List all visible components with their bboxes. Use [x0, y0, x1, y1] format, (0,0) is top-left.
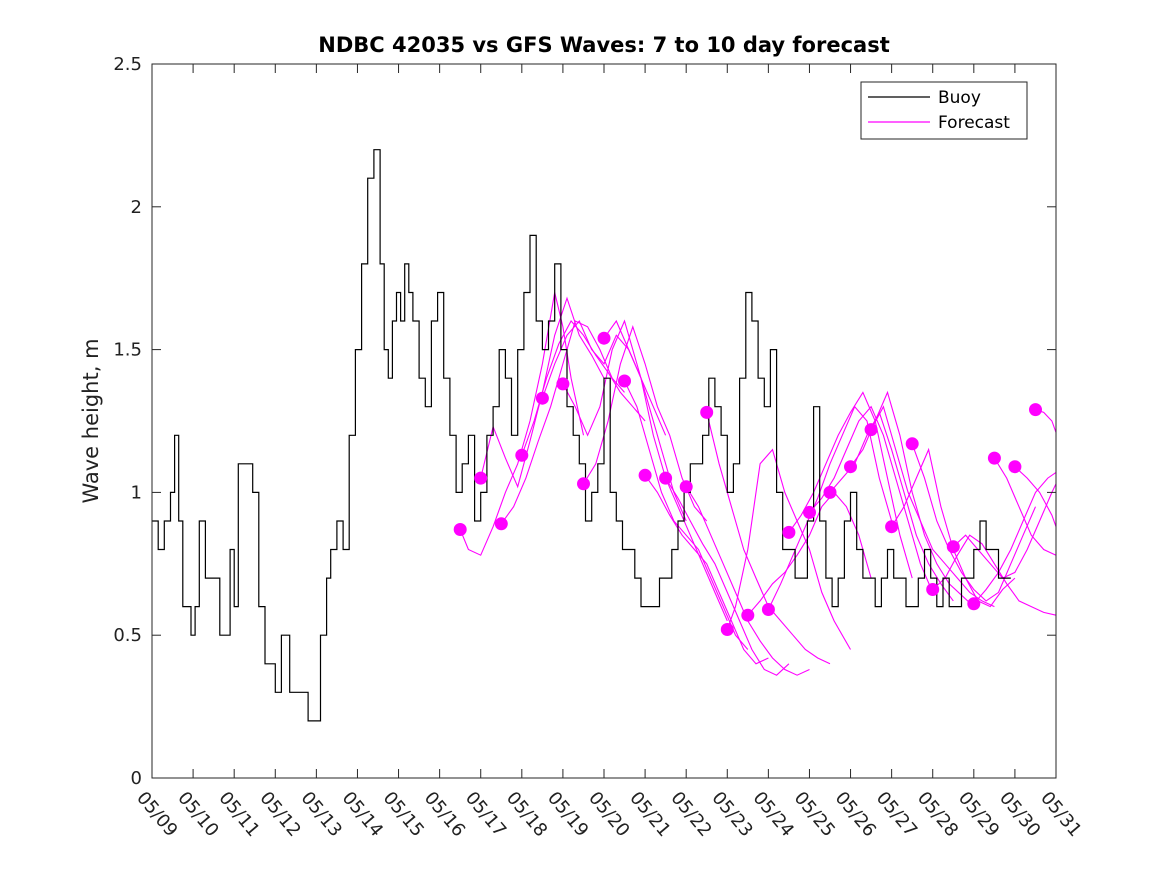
legend: Buoy Forecast	[860, 81, 1028, 140]
legend-box	[860, 81, 1028, 140]
forecast-point-3	[515, 448, 529, 462]
forecast-run-line-5	[562, 319, 687, 522]
forecast-point-16	[782, 525, 796, 539]
forecast-point-1	[474, 471, 488, 485]
forecast-point-19	[844, 460, 857, 474]
forecast-run-line-8	[624, 380, 749, 650]
forecast-point-24	[946, 540, 960, 554]
y-tick-label-2: 1	[131, 482, 142, 503]
forecast-run-line-22	[911, 443, 1037, 602]
forecast-run-line-0	[459, 292, 585, 556]
forecast-point-17	[803, 505, 816, 519]
forecast-point-27	[1008, 460, 1022, 474]
forecast-point-6	[577, 477, 590, 491]
legend-buoy-label: Buoy	[938, 88, 981, 108]
forecast-run-line-25	[973, 471, 1057, 605]
forecast-point-9	[638, 468, 652, 482]
forecast-point-8	[618, 374, 631, 388]
y-axis-label: Wave height, m	[79, 338, 103, 503]
forecast-point-23	[926, 583, 940, 596]
forecast-point-15	[761, 603, 775, 616]
forecast-point-18	[823, 485, 837, 499]
forecast-point-11	[679, 480, 693, 494]
forecast-run-line-9	[644, 474, 769, 665]
forecast-run-line-27	[1014, 466, 1057, 527]
y-tick-label-3: 1.5	[113, 340, 142, 361]
forecast-run-line-10	[665, 477, 790, 676]
forecast-run-line-20	[870, 405, 995, 608]
forecast-run-line-16	[788, 391, 913, 579]
forecast-point-13	[720, 623, 734, 636]
chart-title: NDBC 42035 vs GFS Waves: 7 to 10 day for…	[318, 33, 889, 57]
plot-content	[152, 149, 1057, 722]
y-tick-label-0: 0	[131, 768, 142, 789]
forecast-point-25	[967, 597, 981, 611]
forecast-point-0	[453, 523, 467, 536]
forecast-point-26	[987, 451, 1001, 465]
forecast-point-12	[700, 405, 714, 419]
forecast-run-line-4	[541, 319, 667, 436]
forecast-run-line-13	[726, 448, 851, 650]
forecast-point-20	[864, 423, 878, 437]
y-tick-label-5: 2.5	[113, 54, 142, 75]
forecast-run-line-15	[767, 405, 893, 610]
forecast-point-4	[535, 391, 549, 405]
forecast-point-10	[659, 471, 673, 485]
forecast-point-5	[556, 377, 570, 391]
forecast-point-21	[885, 520, 899, 534]
y-tick-label-4: 2	[131, 197, 142, 218]
forecast-run-line-2	[500, 320, 625, 525]
buoy-series-line	[152, 149, 1011, 722]
legend-forecast-label: Forecast	[938, 113, 1010, 133]
y-tick-label-1: 0.5	[113, 625, 142, 646]
forecast-run-line-17	[809, 405, 934, 593]
forecast-run-line-26	[993, 457, 1057, 556]
forecast-point-2	[494, 517, 508, 531]
forecast-run-line-24	[952, 483, 1057, 579]
forecast-point-28	[1029, 403, 1042, 417]
forecast-point-14	[741, 608, 755, 622]
forecast-point-22	[905, 437, 919, 451]
forecast-point-7	[597, 331, 611, 345]
forecast-run-line-23	[932, 534, 1057, 616]
